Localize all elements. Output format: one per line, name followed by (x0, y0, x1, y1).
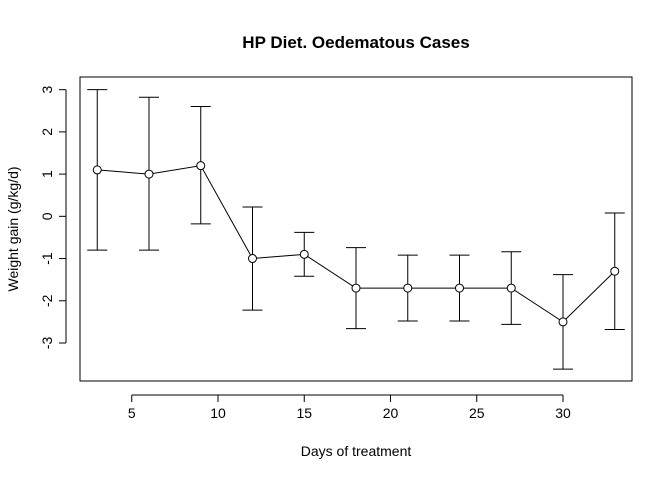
y-axis: -3 -2 -1 0 1 2 3 (39, 86, 67, 350)
data-point (558, 317, 568, 327)
y-tick-label: 3 (39, 86, 55, 94)
y-tick-label: 2 (39, 128, 55, 136)
y-tick-label: -3 (39, 337, 55, 350)
data-point (506, 283, 516, 293)
chart-title: HP Diet. Oedematous Cases (242, 33, 469, 52)
data-point (610, 266, 620, 276)
y-axis-label: Weight gain (g/kg/d) (5, 166, 21, 291)
data-point (403, 283, 413, 293)
y-tick-label: -2 (39, 294, 55, 307)
x-tick-label: 25 (469, 405, 485, 421)
data-point (144, 169, 154, 179)
data-point (196, 161, 206, 171)
x-axis-label: Days of treatment (301, 443, 412, 459)
y-tick-label: -1 (39, 252, 55, 265)
x-tick-label: 15 (296, 405, 312, 421)
data-point (351, 283, 361, 293)
x-tick-label: 30 (555, 405, 571, 421)
y-tick-label: 1 (39, 170, 55, 178)
data-point (248, 254, 257, 264)
x-tick-label: 20 (383, 405, 399, 421)
x-axis: 5 10 15 20 25 30 (128, 394, 571, 421)
data-point (92, 165, 102, 175)
y-tick-label: 0 (39, 212, 55, 220)
data-point (455, 283, 464, 293)
x-tick-label: 10 (210, 405, 226, 421)
x-tick-label: 5 (128, 405, 136, 421)
data-points (92, 161, 620, 327)
error-bars (87, 89, 625, 370)
data-point (299, 249, 309, 259)
plot-frame (79, 76, 633, 382)
